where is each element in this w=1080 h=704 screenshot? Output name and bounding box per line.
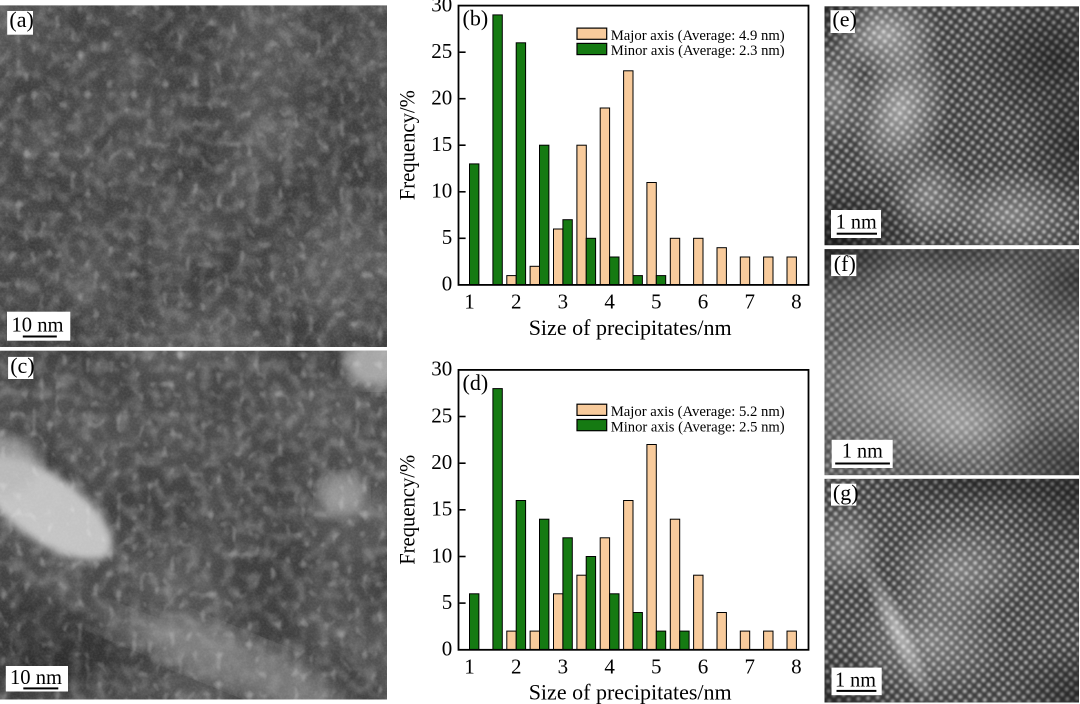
svg-text:8: 8 [791,290,802,314]
svg-text:2: 2 [511,290,522,314]
svg-text:30: 30 [431,357,452,381]
svg-text:(g): (g) [833,480,859,505]
svg-text:6: 6 [698,290,709,314]
svg-text:4: 4 [604,290,615,314]
svg-text:1 nm: 1 nm [835,668,876,692]
svg-text:(b): (b) [463,6,489,31]
svg-text:6: 6 [698,654,709,678]
svg-text:Frequency/%: Frequency/% [395,90,420,200]
svg-text:5: 5 [442,225,453,249]
svg-text:10: 10 [431,179,452,203]
svg-text:30: 30 [431,0,452,16]
svg-text:0: 0 [442,637,453,661]
svg-text:3: 3 [558,290,569,314]
svg-text:10 nm: 10 nm [10,665,62,689]
svg-text:1 nm: 1 nm [842,439,883,463]
svg-text:7: 7 [744,290,755,314]
svg-text:Frequency/%: Frequency/% [395,455,420,565]
svg-text:5: 5 [651,654,662,678]
svg-text:10: 10 [431,543,452,567]
svg-text:25: 25 [431,403,452,427]
svg-text:Minor axis (Average: 2.5 nm): Minor axis (Average: 2.5 nm) [611,419,785,435]
svg-text:4: 4 [604,654,615,678]
svg-text:20: 20 [431,86,452,110]
svg-text:2: 2 [511,654,522,678]
svg-text:15: 15 [431,132,452,156]
svg-text:Size of precipitates/nm: Size of precipitates/nm [529,315,732,340]
svg-text:1 nm: 1 nm [836,209,877,233]
svg-text:5: 5 [442,590,453,614]
svg-text:0: 0 [442,272,453,296]
svg-text:7: 7 [744,654,755,678]
svg-text:Size of precipitates/nm: Size of precipitates/nm [529,680,732,704]
svg-text:1: 1 [464,290,475,314]
svg-text:1: 1 [464,654,475,678]
svg-text:15: 15 [431,497,452,521]
svg-text:3: 3 [558,654,569,678]
svg-text:25: 25 [431,39,452,63]
svg-text:Major axis (Average: 4.9 nm): Major axis (Average: 4.9 nm) [611,28,785,44]
svg-text:(e): (e) [832,6,856,31]
svg-text:(a): (a) [9,7,33,32]
svg-text:Major axis (Average: 5.2 nm): Major axis (Average: 5.2 nm) [611,404,785,420]
svg-text:(d): (d) [463,370,489,395]
svg-text:(c): (c) [10,353,34,378]
svg-text:(f): (f) [834,251,856,276]
svg-text:10 nm: 10 nm [12,312,64,336]
svg-text:5: 5 [651,290,662,314]
svg-text:8: 8 [791,654,802,678]
svg-text:20: 20 [431,450,452,474]
svg-text:Minor axis (Average: 2.3 nm): Minor axis (Average: 2.3 nm) [611,43,785,59]
